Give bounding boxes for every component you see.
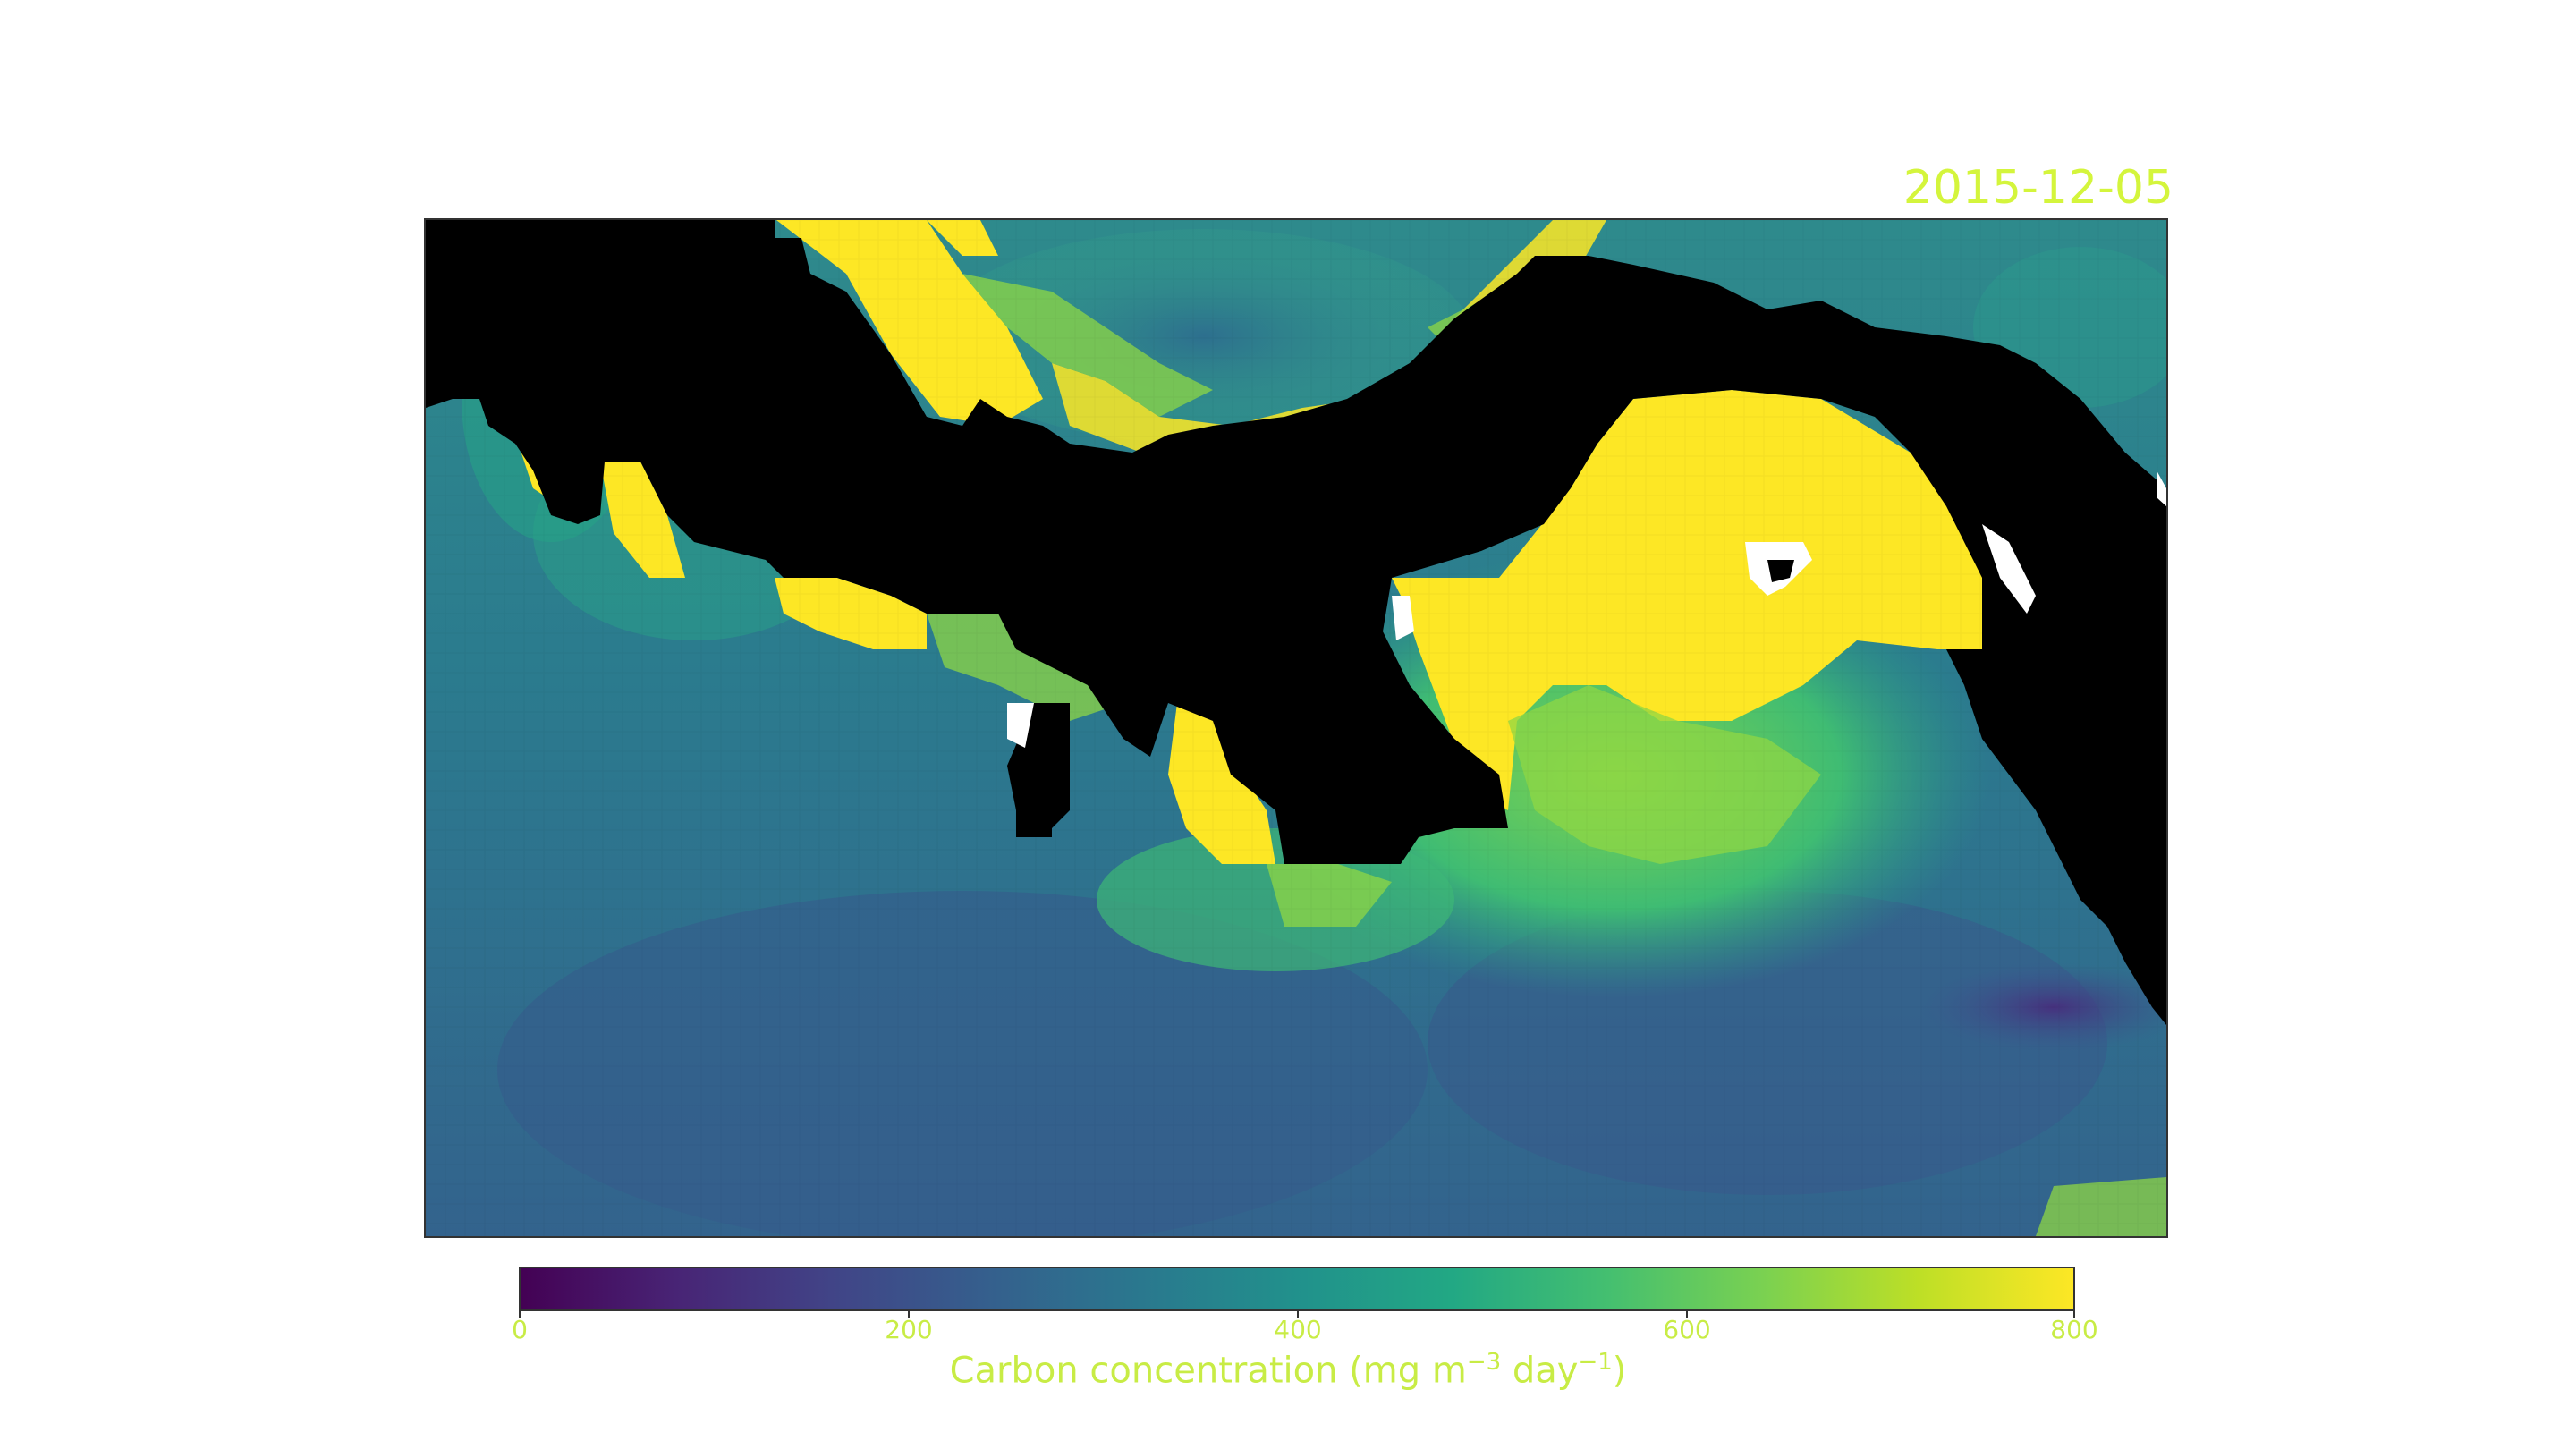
colorbar-tickmark bbox=[1297, 1311, 1299, 1318]
map-panel bbox=[424, 218, 2168, 1238]
colorbar-tick-label: 400 bbox=[1274, 1315, 1322, 1344]
colorbar-label-exponent: −1 bbox=[1578, 1349, 1613, 1376]
colorbar-tick-label: 800 bbox=[2050, 1315, 2098, 1344]
colorbar-tick-label: 200 bbox=[885, 1315, 933, 1344]
no-data-gaps bbox=[1007, 470, 2166, 748]
colorbar-tick-label: 600 bbox=[1663, 1315, 1711, 1344]
colorbar-label-suffix: ) bbox=[1612, 1350, 1627, 1392]
colorbar-label-exponent: −3 bbox=[1466, 1349, 1502, 1376]
colorbar-tickmark bbox=[1686, 1311, 1688, 1318]
colorbar-label-mid: day bbox=[1501, 1350, 1579, 1392]
colorbar-label-prefix: Carbon concentration (mg m bbox=[949, 1350, 1467, 1392]
colorbar-tickmark bbox=[2073, 1311, 2075, 1318]
colorbar-tickmark bbox=[908, 1311, 910, 1318]
colorbar-tickmark bbox=[519, 1311, 521, 1318]
colorbar bbox=[519, 1267, 2075, 1311]
colorbar-label: Carbon concentration (mg m−3 day−1) bbox=[0, 1349, 2576, 1391]
concentration-map bbox=[426, 220, 2166, 1236]
colorbar-tick-label: 0 bbox=[512, 1315, 528, 1344]
date-label: 2015-12-05 bbox=[1902, 161, 2174, 215]
